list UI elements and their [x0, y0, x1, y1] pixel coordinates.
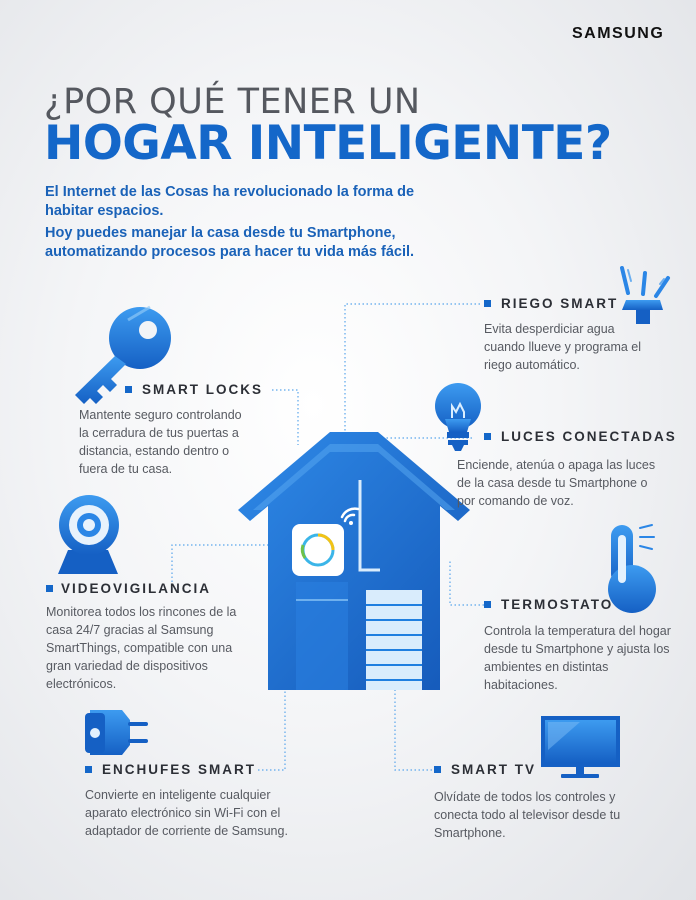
desc-enchufes-smart: Convierte en inteligente cualquier apara…	[85, 788, 288, 838]
heading-luces-conectadas: LUCES CONECTADAS	[484, 429, 677, 444]
bullet-square	[484, 433, 491, 440]
heading-locks-label: SMART LOCKS	[142, 382, 263, 397]
intro-paragraph-2: Hoy puedes manejar la casa desde tu Smar…	[45, 225, 415, 260]
heading-riego-label: RIEGO SMART	[501, 296, 619, 311]
desc-videovigilancia: Monitorea todos los rincones de la casa …	[46, 605, 237, 691]
heading-luces-label: LUCES CONECTADAS	[501, 429, 677, 444]
heading-tv-label: SMART TV	[451, 762, 536, 777]
heading-termo-label: TERMOSTATO	[501, 597, 614, 612]
bullet-square	[484, 601, 491, 608]
bullet-square	[434, 766, 441, 773]
desc-smart-tv: Olvídate de todos los controles y conect…	[434, 790, 621, 840]
heading-videovigilancia: VIDEOVIGILANCIA	[46, 581, 211, 596]
key-icon	[75, 305, 171, 404]
desc-termostato: Controla la temperatura del hogar desde …	[484, 624, 671, 692]
heading-smart-locks: SMART LOCKS	[125, 382, 263, 397]
plug-icon	[85, 710, 148, 755]
heading-video-label: VIDEOVIGILANCIA	[61, 581, 212, 596]
intro-paragraph-1: El Internet de las Cosas ha revolucionad…	[45, 184, 415, 219]
lightbulb-icon	[435, 383, 481, 451]
desc-smart-locks: Mantente seguro controlando la cerradura…	[79, 408, 242, 476]
house-icon	[238, 432, 470, 690]
heading-smart-tv: SMART TV	[434, 762, 536, 777]
bullet-square	[85, 766, 92, 773]
bullet-square	[484, 300, 491, 307]
title-line-2: HOGAR INTELIGENTE?	[44, 116, 612, 171]
camera-icon	[58, 495, 119, 574]
brand-logo: SAMSUNG	[572, 25, 665, 42]
desc-luces-conectadas: Enciende, atenúa o apaga las luces de la…	[457, 458, 656, 508]
bullet-square	[46, 585, 53, 592]
heading-termostato: TERMOSTATO	[484, 597, 613, 612]
tv-icon	[541, 716, 620, 778]
heading-enchufes-label: ENCHUFES SMART	[102, 762, 257, 777]
heading-riego-smart: RIEGO SMART	[484, 296, 618, 311]
title-line-1: ¿POR QUÉ TENER UN	[44, 82, 421, 122]
desc-riego-smart: Evita desperdiciar agua cuando llueve y …	[484, 322, 642, 372]
sprinkler-icon	[620, 266, 670, 324]
thermometer-icon	[608, 524, 656, 613]
bullet-square	[125, 386, 132, 393]
heading-enchufes-smart: ENCHUFES SMART	[85, 762, 256, 777]
